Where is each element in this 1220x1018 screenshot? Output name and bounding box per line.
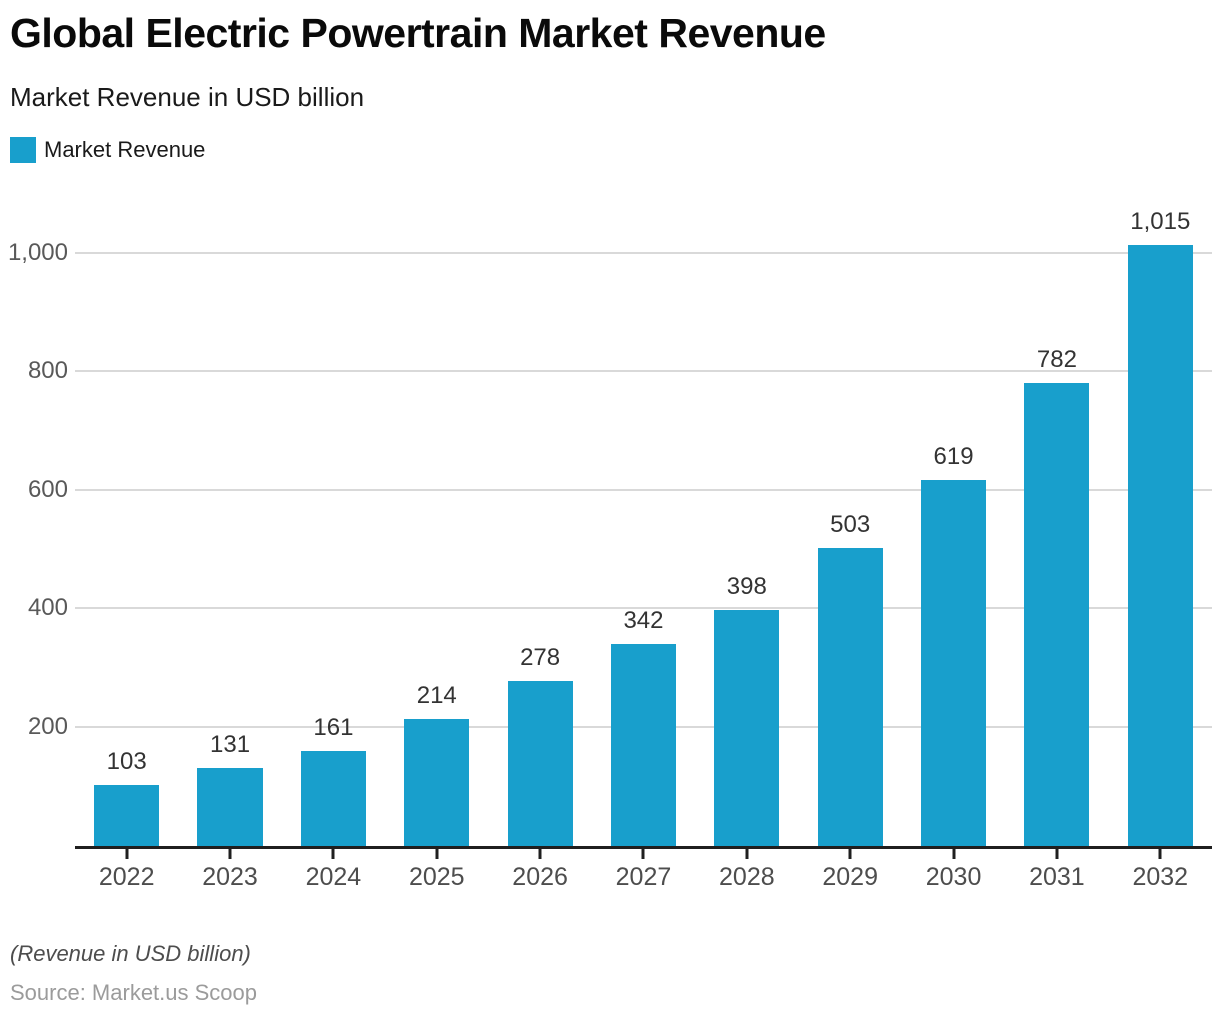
x-axis-tick (125, 848, 129, 859)
plot-area: 200 400 600 800 1,000 103 131 161 214 278 342 398 5… (8, 190, 1212, 859)
bar (817, 548, 883, 846)
gridline: 600 (28, 476, 1212, 503)
gridline: 800 (28, 357, 1212, 384)
bar-slot: 214 (385, 190, 488, 859)
x-axis-tick (331, 848, 335, 859)
x-axis-tick (641, 848, 645, 859)
footer-source: Source: Market.us Scoop (10, 980, 258, 1005)
bar-value-label: 1,015 (1130, 208, 1191, 236)
x-axis-label: 2028 (719, 863, 775, 891)
gridline: 1,000 (8, 239, 1212, 266)
bar-value-label: 342 (623, 606, 664, 634)
x-axis-label: 2026 (512, 863, 568, 891)
bar-slot: 398 (695, 190, 798, 859)
x-axis-tick (952, 848, 956, 859)
x-axis-label: 2022 (98, 863, 155, 891)
bar-slot: 278 (488, 190, 591, 859)
bar-slot: 503 (799, 190, 902, 859)
page-title: Global Electric Powertrain Market Revenu… (10, 10, 826, 56)
x-axis-label: 2029 (822, 863, 878, 891)
bar (197, 768, 263, 846)
bar-value-label: 103 (106, 748, 147, 776)
gridline: 400 (28, 594, 1212, 621)
bar-value-label: 214 (416, 682, 457, 710)
x-axis-tick (435, 848, 439, 859)
y-tick-label: 1,000 (7, 238, 68, 266)
chart-subtitle: Market Revenue in USD billion (10, 82, 365, 112)
bar-slot: 782 (1005, 190, 1108, 859)
y-tick-label: 200 (27, 712, 68, 740)
x-axis-label: 2032 (1132, 863, 1189, 891)
x-axis-label: 2024 (305, 863, 362, 891)
bar-slot: 619 (902, 190, 1005, 859)
x-axis-label: 2027 (615, 863, 672, 891)
x-axis-label: 2031 (1029, 863, 1085, 891)
x-axis-line (75, 846, 1212, 849)
bar-value-label: 398 (726, 573, 767, 601)
bar-value-label: 619 (933, 442, 974, 470)
x-axis-tick (538, 848, 542, 859)
x-axis-tick (848, 848, 852, 859)
legend: Market Revenue (10, 137, 205, 163)
bar-value-label: 503 (830, 511, 871, 539)
x-axis-label: 2030 (925, 863, 982, 891)
bar-slot: 161 (282, 190, 385, 859)
x-axis-tick (745, 848, 749, 859)
bar-slot: 1,015 (1109, 190, 1212, 859)
bar (94, 785, 160, 846)
bar (1024, 383, 1090, 846)
bar (1127, 245, 1193, 846)
y-tick-label: 800 (27, 357, 68, 385)
bar-value-label: 278 (520, 644, 561, 672)
x-axis-tick (1055, 848, 1059, 859)
x-axis-labels: 2022 2023 2024 2025 2026 2027 2028 2029 2030 2031… (75, 863, 1212, 892)
footer-note: (Revenue in USD billion) (10, 941, 251, 966)
bar (404, 719, 470, 846)
x-axis-label: 2025 (408, 863, 465, 891)
x-axis-tick (228, 848, 232, 859)
legend-swatch-icon (10, 137, 36, 163)
x-axis-tick (1158, 848, 1162, 859)
x-axis-label: 2023 (202, 863, 258, 891)
bar (714, 610, 780, 846)
bar-value-label: 782 (1036, 346, 1077, 374)
bar-slot: 103 (75, 190, 178, 859)
bar-series: 103 131 161 214 278 342 398 503 619 782 1,015 (75, 190, 1212, 859)
bar (610, 643, 677, 846)
bar-value-label: 131 (210, 731, 251, 759)
bar (300, 750, 366, 846)
bar-value-label: 161 (313, 713, 354, 741)
bar (921, 479, 987, 846)
legend-label: Market Revenue (44, 137, 206, 162)
y-tick-label: 400 (27, 594, 68, 622)
bar (507, 681, 573, 846)
bar-slot: 342 (592, 190, 695, 859)
bar-slot: 131 (178, 190, 281, 859)
y-tick-label: 600 (27, 475, 68, 503)
